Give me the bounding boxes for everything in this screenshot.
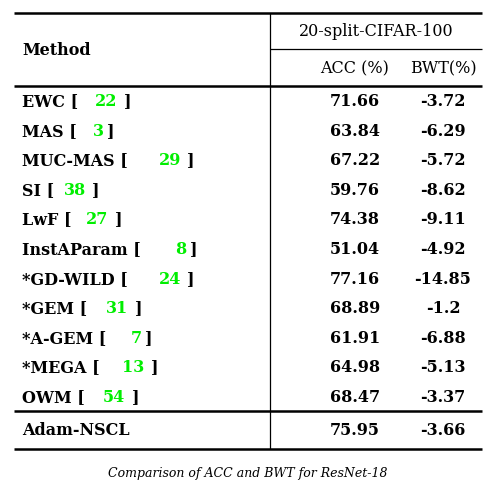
Text: ]: ] — [92, 181, 100, 198]
Text: 67.22: 67.22 — [330, 152, 380, 169]
Text: -4.92: -4.92 — [420, 240, 466, 258]
Text: 74.38: 74.38 — [330, 211, 380, 228]
Text: 27: 27 — [86, 211, 108, 228]
Text: -5.13: -5.13 — [420, 359, 466, 375]
Text: *GEM [: *GEM [ — [22, 300, 87, 317]
Text: ]: ] — [187, 270, 195, 287]
Text: 7: 7 — [131, 329, 142, 346]
Text: 29: 29 — [158, 152, 181, 169]
Text: 13: 13 — [122, 359, 144, 375]
Text: MAS [: MAS [ — [22, 123, 77, 140]
Text: *A-GEM [: *A-GEM [ — [22, 329, 106, 346]
Text: 77.16: 77.16 — [330, 270, 380, 287]
Text: -3.72: -3.72 — [420, 93, 466, 110]
Text: 63.84: 63.84 — [330, 123, 380, 140]
Text: -3.66: -3.66 — [420, 422, 466, 438]
Text: ]: ] — [107, 123, 115, 140]
Text: ACC (%): ACC (%) — [320, 60, 389, 77]
Text: SI [: SI [ — [22, 181, 54, 198]
Text: ]: ] — [151, 359, 158, 375]
Text: BWT(%): BWT(%) — [410, 60, 476, 77]
Text: *GD-WILD [: *GD-WILD [ — [22, 270, 128, 287]
Text: 59.76: 59.76 — [330, 181, 380, 198]
Text: 8: 8 — [175, 240, 186, 258]
Text: 24: 24 — [158, 270, 181, 287]
Text: 38: 38 — [63, 181, 86, 198]
Text: 64.98: 64.98 — [330, 359, 380, 375]
Text: 31: 31 — [106, 300, 128, 317]
Text: InstAParam [: InstAParam [ — [22, 240, 141, 258]
Text: -5.72: -5.72 — [420, 152, 466, 169]
Text: ]: ] — [115, 211, 122, 228]
Text: ]: ] — [124, 93, 131, 110]
Text: *MEGA [: *MEGA [ — [22, 359, 100, 375]
Text: 61.91: 61.91 — [330, 329, 380, 346]
Text: -8.62: -8.62 — [420, 181, 466, 198]
Text: MUC-MAS [: MUC-MAS [ — [22, 152, 128, 169]
Text: Comparison of ACC and BWT for ResNet-18: Comparison of ACC and BWT for ResNet-18 — [108, 466, 388, 479]
Text: EWC [: EWC [ — [22, 93, 78, 110]
Text: ]: ] — [187, 152, 195, 169]
Text: -14.85: -14.85 — [415, 270, 471, 287]
Text: 75.95: 75.95 — [330, 422, 380, 438]
Text: 71.66: 71.66 — [330, 93, 380, 110]
Text: -3.37: -3.37 — [421, 388, 466, 405]
Text: 22: 22 — [94, 93, 117, 110]
Text: ]: ] — [190, 240, 197, 258]
Text: ]: ] — [135, 300, 142, 317]
Text: 3: 3 — [93, 123, 104, 140]
Text: 51.04: 51.04 — [330, 240, 380, 258]
Text: -9.11: -9.11 — [420, 211, 466, 228]
Text: 20-split-CIFAR-100: 20-split-CIFAR-100 — [299, 24, 453, 41]
Text: -1.2: -1.2 — [426, 300, 460, 317]
Text: Method: Method — [22, 42, 91, 59]
Text: ]: ] — [145, 329, 153, 346]
Text: 54: 54 — [103, 388, 125, 405]
Text: 68.89: 68.89 — [330, 300, 380, 317]
Text: Adam-NSCL: Adam-NSCL — [22, 422, 129, 438]
Text: ]: ] — [131, 388, 139, 405]
Text: 68.47: 68.47 — [330, 388, 380, 405]
Text: OWM [: OWM [ — [22, 388, 85, 405]
Text: -6.88: -6.88 — [420, 329, 466, 346]
Text: -6.29: -6.29 — [420, 123, 466, 140]
Text: LwF [: LwF [ — [22, 211, 71, 228]
